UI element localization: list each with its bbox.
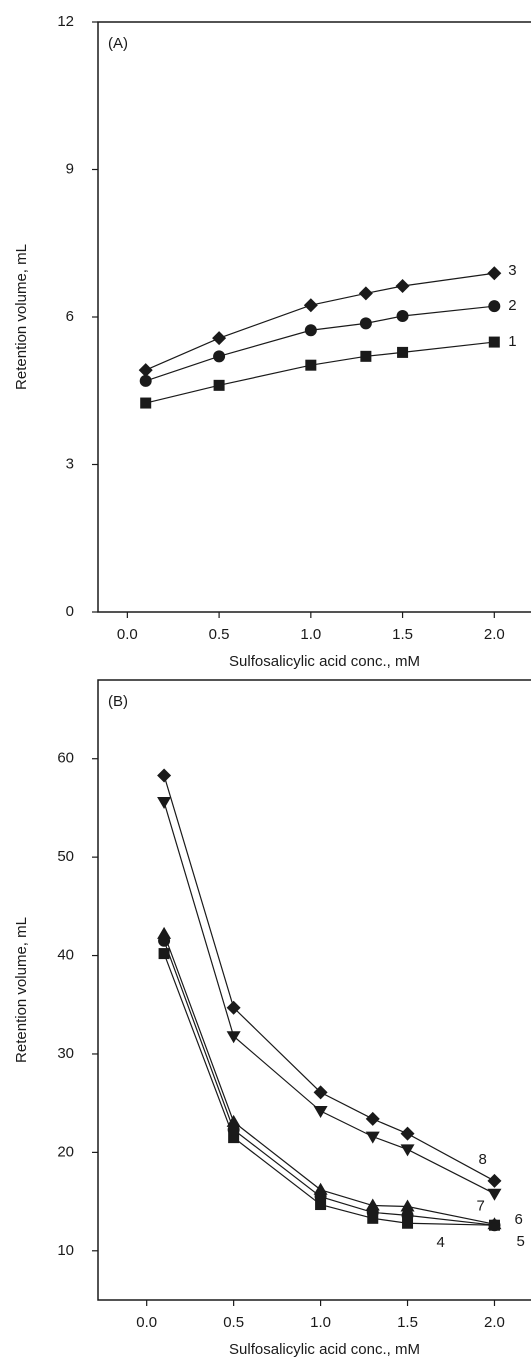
marker — [212, 331, 227, 346]
series-line — [163, 953, 495, 1226]
plot-frame — [97, 21, 531, 613]
marker — [303, 298, 318, 313]
y-axis-title: Retention volume, mL — [13, 244, 30, 390]
marker — [140, 397, 152, 409]
y-axis-title: Retention volume, mL — [13, 917, 30, 1063]
series-line — [163, 801, 495, 1195]
marker — [397, 346, 409, 358]
marker — [359, 317, 372, 330]
marker — [313, 1182, 328, 1195]
x-axis-title: Sulfosalicylic acid conc., mM — [229, 1341, 420, 1358]
y-tick-label: 20 — [57, 1143, 74, 1160]
marker — [313, 1106, 328, 1119]
marker — [365, 1111, 380, 1126]
y-tick-label: 3 — [66, 455, 74, 472]
x-tick-label: 1.0 — [300, 626, 321, 643]
marker — [358, 286, 373, 301]
marker — [400, 1144, 415, 1157]
x-axis-title: Sulfosalicylic acid conc., mM — [229, 653, 420, 670]
marker — [213, 379, 225, 391]
x-tick-label: 0.5 — [223, 1314, 244, 1331]
panel-label: (B) — [108, 693, 128, 710]
marker — [157, 768, 172, 783]
marker — [315, 1199, 327, 1211]
marker — [400, 1126, 415, 1141]
x-tick-label: 0.5 — [209, 626, 230, 643]
marker — [402, 1217, 414, 1229]
y-tick-label: 50 — [57, 848, 74, 865]
marker — [487, 1173, 502, 1188]
marker — [365, 1131, 380, 1144]
marker — [396, 310, 409, 323]
x-tick-label: 2.0 — [484, 1314, 505, 1331]
marker — [213, 350, 226, 363]
marker — [487, 1188, 502, 1201]
y-tick-label: 30 — [57, 1045, 74, 1062]
marker — [487, 266, 502, 281]
series-label: 8 — [478, 1151, 486, 1168]
marker — [313, 1085, 328, 1100]
plot-frame — [97, 679, 531, 1301]
marker — [158, 948, 170, 960]
marker — [226, 1031, 241, 1044]
marker — [157, 797, 172, 810]
x-tick-label: 2.0 — [484, 626, 505, 643]
series-label: 7 — [476, 1198, 484, 1215]
marker — [400, 1199, 415, 1212]
y-tick-label: 6 — [66, 308, 74, 325]
series-label: 2 — [508, 297, 516, 314]
series-label: 6 — [514, 1211, 522, 1228]
marker — [365, 1198, 380, 1211]
marker — [226, 1114, 241, 1127]
x-tick-label: 1.5 — [392, 626, 413, 643]
series-label: 1 — [508, 333, 516, 350]
x-tick-label: 1.0 — [310, 1314, 331, 1331]
marker — [226, 1000, 241, 1015]
series-line — [163, 940, 495, 1226]
marker — [360, 350, 372, 362]
series-line — [145, 305, 495, 382]
series-line — [145, 272, 495, 371]
y-tick-label: 9 — [66, 160, 74, 177]
y-tick-label: 10 — [57, 1242, 74, 1259]
series-line — [145, 341, 495, 404]
marker — [139, 374, 152, 387]
series-line — [163, 775, 495, 1182]
marker — [228, 1132, 240, 1144]
series-label: 5 — [516, 1233, 524, 1250]
marker — [401, 1209, 414, 1222]
marker — [488, 336, 500, 348]
series-label: 3 — [508, 262, 516, 279]
y-tick-label: 40 — [57, 947, 74, 964]
marker — [395, 279, 410, 294]
marker — [305, 359, 317, 371]
x-tick-label: 1.5 — [397, 1314, 418, 1331]
x-tick-label: 0.0 — [136, 1314, 157, 1331]
panel-label: (A) — [108, 35, 128, 52]
marker — [138, 363, 153, 378]
y-tick-label: 0 — [66, 603, 74, 620]
series-label: 4 — [436, 1234, 444, 1251]
y-tick-label: 60 — [57, 750, 74, 767]
y-tick-label: 12 — [57, 13, 74, 30]
marker — [304, 324, 317, 337]
marker — [487, 1217, 502, 1230]
marker — [157, 926, 172, 939]
x-tick-label: 0.0 — [117, 626, 138, 643]
marker — [488, 300, 501, 313]
series-line — [163, 933, 495, 1225]
